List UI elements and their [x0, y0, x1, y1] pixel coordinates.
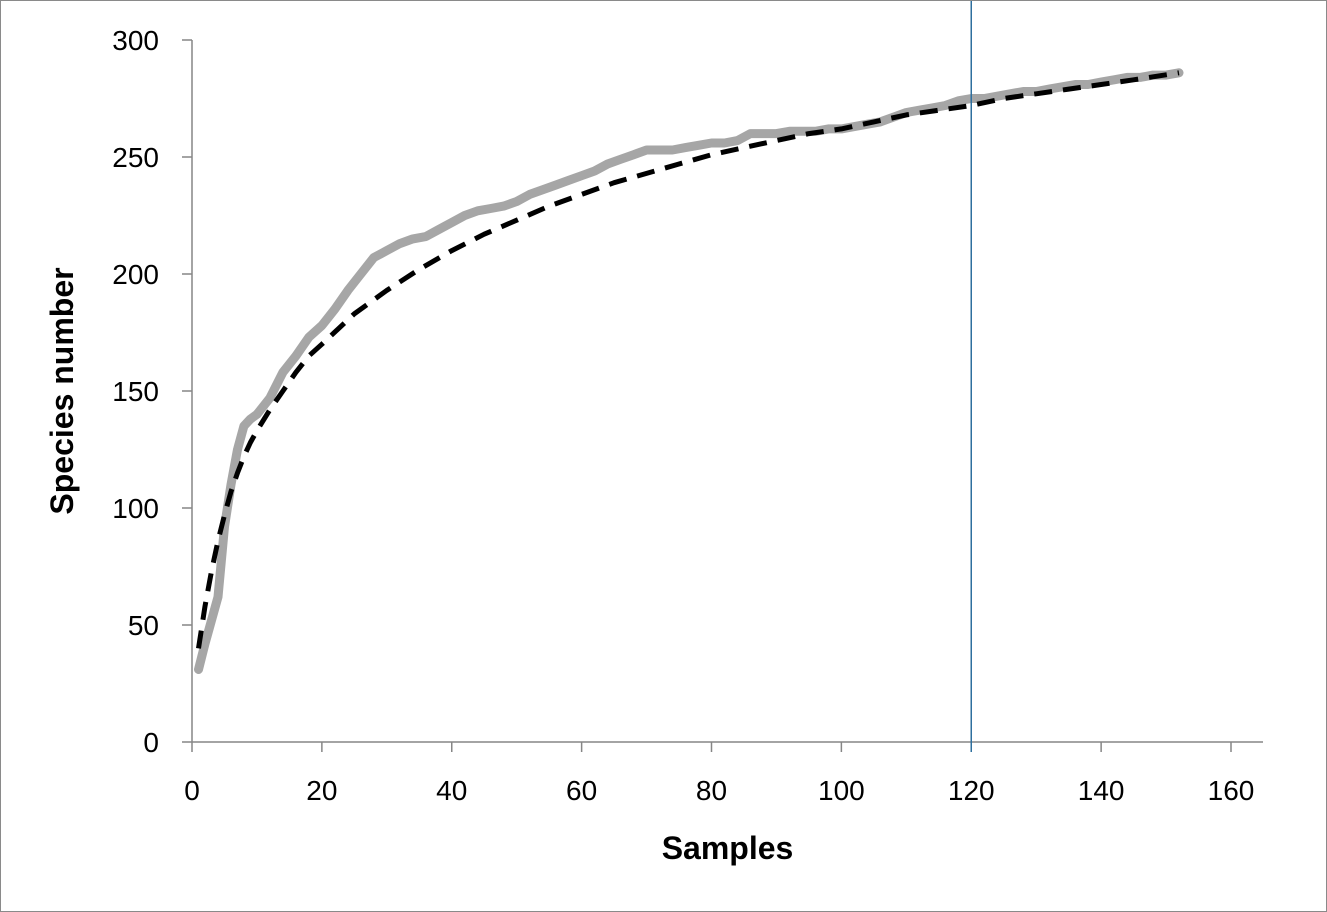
y-tick-label: 250 [112, 142, 159, 173]
x-tick-label: 0 [184, 775, 200, 806]
x-tick-label: 120 [948, 775, 995, 806]
fitted-curve-line [196, 70, 1180, 649]
x-tick-label: 20 [306, 775, 337, 806]
x-tick-label: 60 [566, 775, 597, 806]
y-tick-label: 0 [143, 727, 159, 758]
observed-curve-line [194, 68, 1184, 674]
y-tick-label: 200 [112, 259, 159, 290]
x-tick-label: 40 [436, 775, 467, 806]
y-tick-label: 50 [128, 610, 159, 641]
y-tick-label: 100 [112, 493, 159, 524]
x-tick-label: 160 [1208, 775, 1255, 806]
x-tick-label: 140 [1078, 775, 1125, 806]
x-axis-title: Samples [662, 830, 794, 866]
axes: 0 50 100 150 200 250 300 0 20 40 60 80 100 120 140 160 [112, 25, 1263, 806]
x-tick-label: 100 [818, 775, 865, 806]
y-axis-title: Species number [44, 267, 80, 514]
series-layer [194, 1, 1184, 752]
x-tick-label: 80 [696, 775, 727, 806]
y-tick-label: 150 [112, 376, 159, 407]
y-tick-label: 300 [112, 25, 159, 56]
